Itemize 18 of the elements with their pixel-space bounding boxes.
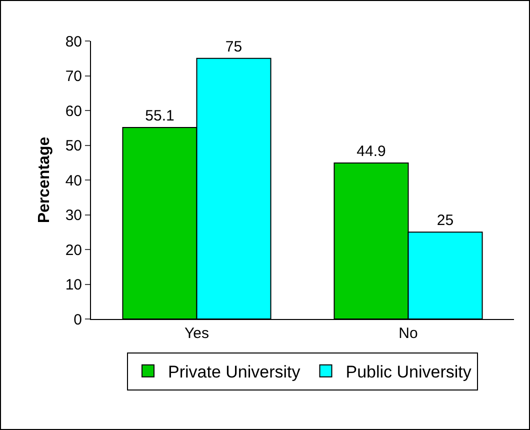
x-tick-label: No [398,325,418,342]
y-tick-label: 10 [65,276,82,294]
y-tick-label: 80 [65,33,82,50]
y-tick-label: 30 [65,207,82,224]
legend-label: Public University [346,362,472,382]
y-tick-label: 70 [65,68,82,85]
legend-label: Private University [168,362,301,382]
y-tick-label: 0 [74,311,82,328]
y-tick-label: 60 [65,102,82,120]
y-axis-title: Percentage [36,136,53,224]
y-tick-label: 20 [65,242,82,259]
x-tick-label: Yes [184,325,209,342]
data-label: 25 [436,212,454,230]
data-label: 55.1 [145,108,174,125]
y-tick-label: 40 [65,172,82,190]
data-label: 44.9 [356,142,386,160]
y-tick-label: 50 [65,138,82,154]
data-label: 75 [225,38,242,56]
